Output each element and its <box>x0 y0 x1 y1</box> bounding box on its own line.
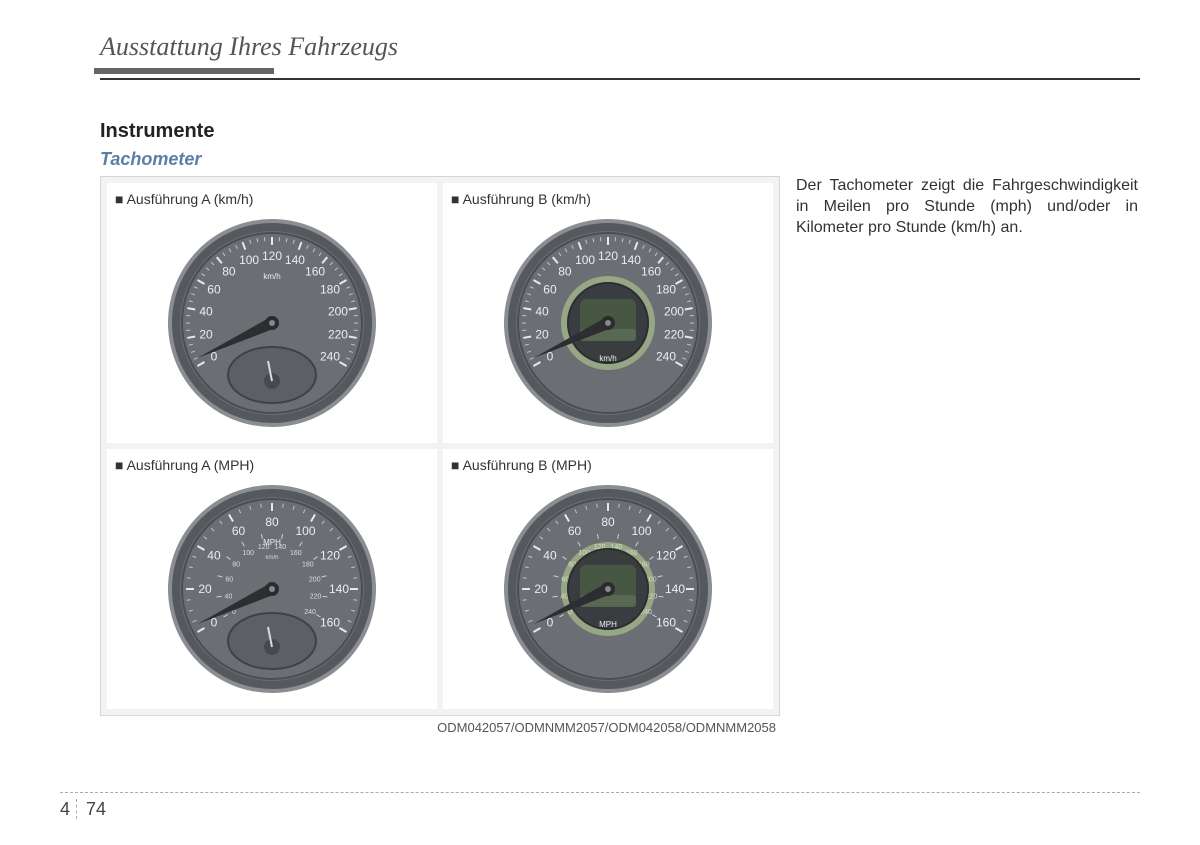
svg-text:60: 60 <box>207 283 221 297</box>
svg-text:180: 180 <box>656 283 676 297</box>
svg-text:220: 220 <box>664 328 684 342</box>
svg-text:200: 200 <box>309 577 321 584</box>
svg-text:20: 20 <box>199 328 213 342</box>
gauge-label: Ausführung A (MPH) <box>115 457 429 473</box>
svg-text:160: 160 <box>320 616 340 630</box>
svg-text:60: 60 <box>543 283 557 297</box>
gauge-grid: Ausführung A (km/h) 02040608010012014016… <box>100 176 780 716</box>
svg-text:20: 20 <box>198 582 212 596</box>
section-subtitle: Tachometer <box>100 149 1140 170</box>
svg-text:100: 100 <box>631 524 651 538</box>
svg-text:200: 200 <box>664 304 684 318</box>
gauge-cell-b-mph: Ausführung B (MPH) 020406080100120140160… <box>443 449 773 709</box>
page-footer: 4 74 <box>60 792 1140 820</box>
svg-text:120: 120 <box>262 249 282 263</box>
section-title: Instrumente <box>100 120 1140 143</box>
figure-block: Ausführung A (km/h) 02040608010012014016… <box>100 176 780 735</box>
svg-text:160: 160 <box>656 616 676 630</box>
chapter-number: 4 <box>60 799 77 819</box>
gauge-cell-a-mph: Ausführung A (MPH) 020406080100120140160… <box>107 449 437 709</box>
svg-text:240: 240 <box>304 609 316 616</box>
svg-text:40: 40 <box>543 549 557 563</box>
gauge-cell-a-kmh: Ausführung A (km/h) 02040608010012014016… <box>107 183 437 443</box>
svg-text:100: 100 <box>295 524 315 538</box>
gauge-cell-b-kmh: Ausführung B (km/h) 02040608010012014016… <box>443 183 773 443</box>
svg-text:40: 40 <box>535 304 549 318</box>
svg-text:140: 140 <box>274 544 286 551</box>
speedometer-a-kmh: 020406080100120140160180200220240km/h <box>157 211 387 431</box>
header-bar <box>94 68 274 74</box>
svg-text:60: 60 <box>232 524 246 538</box>
svg-text:MPH: MPH <box>599 620 617 629</box>
svg-text:80: 80 <box>601 515 615 529</box>
speedometer-a-mph: 020406080100120140160MPH0406080100120140… <box>157 477 387 697</box>
svg-text:100: 100 <box>242 550 254 557</box>
svg-text:140: 140 <box>285 253 305 267</box>
svg-text:60: 60 <box>568 524 582 538</box>
page-number: 4 74 <box>60 799 106 819</box>
svg-text:160: 160 <box>305 265 325 279</box>
svg-text:120: 120 <box>656 549 676 563</box>
speedometer-b-kmh: 020406080100120140160180200220240km/h <box>493 211 723 431</box>
svg-text:20: 20 <box>535 328 549 342</box>
gauge-label: Ausführung B (km/h) <box>451 191 765 207</box>
page-header: Ausstattung Ihres Fahrzeugs <box>100 32 1140 80</box>
svg-text:240: 240 <box>320 350 340 364</box>
gauge-label: Ausführung A (km/h) <box>115 191 429 207</box>
svg-text:160: 160 <box>290 550 302 557</box>
header-title: Ausstattung Ihres Fahrzeugs <box>100 32 1140 68</box>
svg-text:km/h: km/h <box>263 272 280 281</box>
svg-text:220: 220 <box>328 328 348 342</box>
svg-text:220: 220 <box>310 593 322 600</box>
svg-text:100: 100 <box>575 253 595 267</box>
page-number-value: 74 <box>86 799 106 819</box>
svg-text:140: 140 <box>665 582 685 596</box>
svg-text:120: 120 <box>598 249 618 263</box>
svg-text:60: 60 <box>225 577 233 584</box>
svg-text:240: 240 <box>656 350 676 364</box>
image-reference-code: ODM042057/ODMNMM2057/ODM042058/ODMNMM205… <box>100 720 780 735</box>
svg-text:100: 100 <box>239 253 259 267</box>
svg-text:80: 80 <box>222 265 236 279</box>
svg-text:140: 140 <box>621 253 641 267</box>
svg-text:40: 40 <box>225 593 233 600</box>
svg-text:20: 20 <box>534 582 548 596</box>
svg-text:120: 120 <box>320 549 340 563</box>
svg-text:80: 80 <box>265 515 279 529</box>
svg-text:140: 140 <box>329 582 349 596</box>
svg-text:160: 160 <box>641 265 661 279</box>
svg-text:180: 180 <box>302 561 314 568</box>
gauge-label: Ausführung B (MPH) <box>451 457 765 473</box>
svg-text:80: 80 <box>232 561 240 568</box>
speedometer-b-mph: 0204060801001201401600406080100120140160… <box>493 477 723 697</box>
svg-text:200: 200 <box>328 304 348 318</box>
svg-text:120: 120 <box>258 544 270 551</box>
svg-text:40: 40 <box>207 549 221 563</box>
svg-text:40: 40 <box>199 304 213 318</box>
header-rule <box>100 78 1140 80</box>
svg-text:km/h: km/h <box>265 555 278 561</box>
svg-text:180: 180 <box>320 283 340 297</box>
description-text: Der Tachometer zeigt die Fahrgeschwindig… <box>796 176 1138 238</box>
svg-text:km/h: km/h <box>599 354 616 363</box>
svg-text:80: 80 <box>558 265 572 279</box>
